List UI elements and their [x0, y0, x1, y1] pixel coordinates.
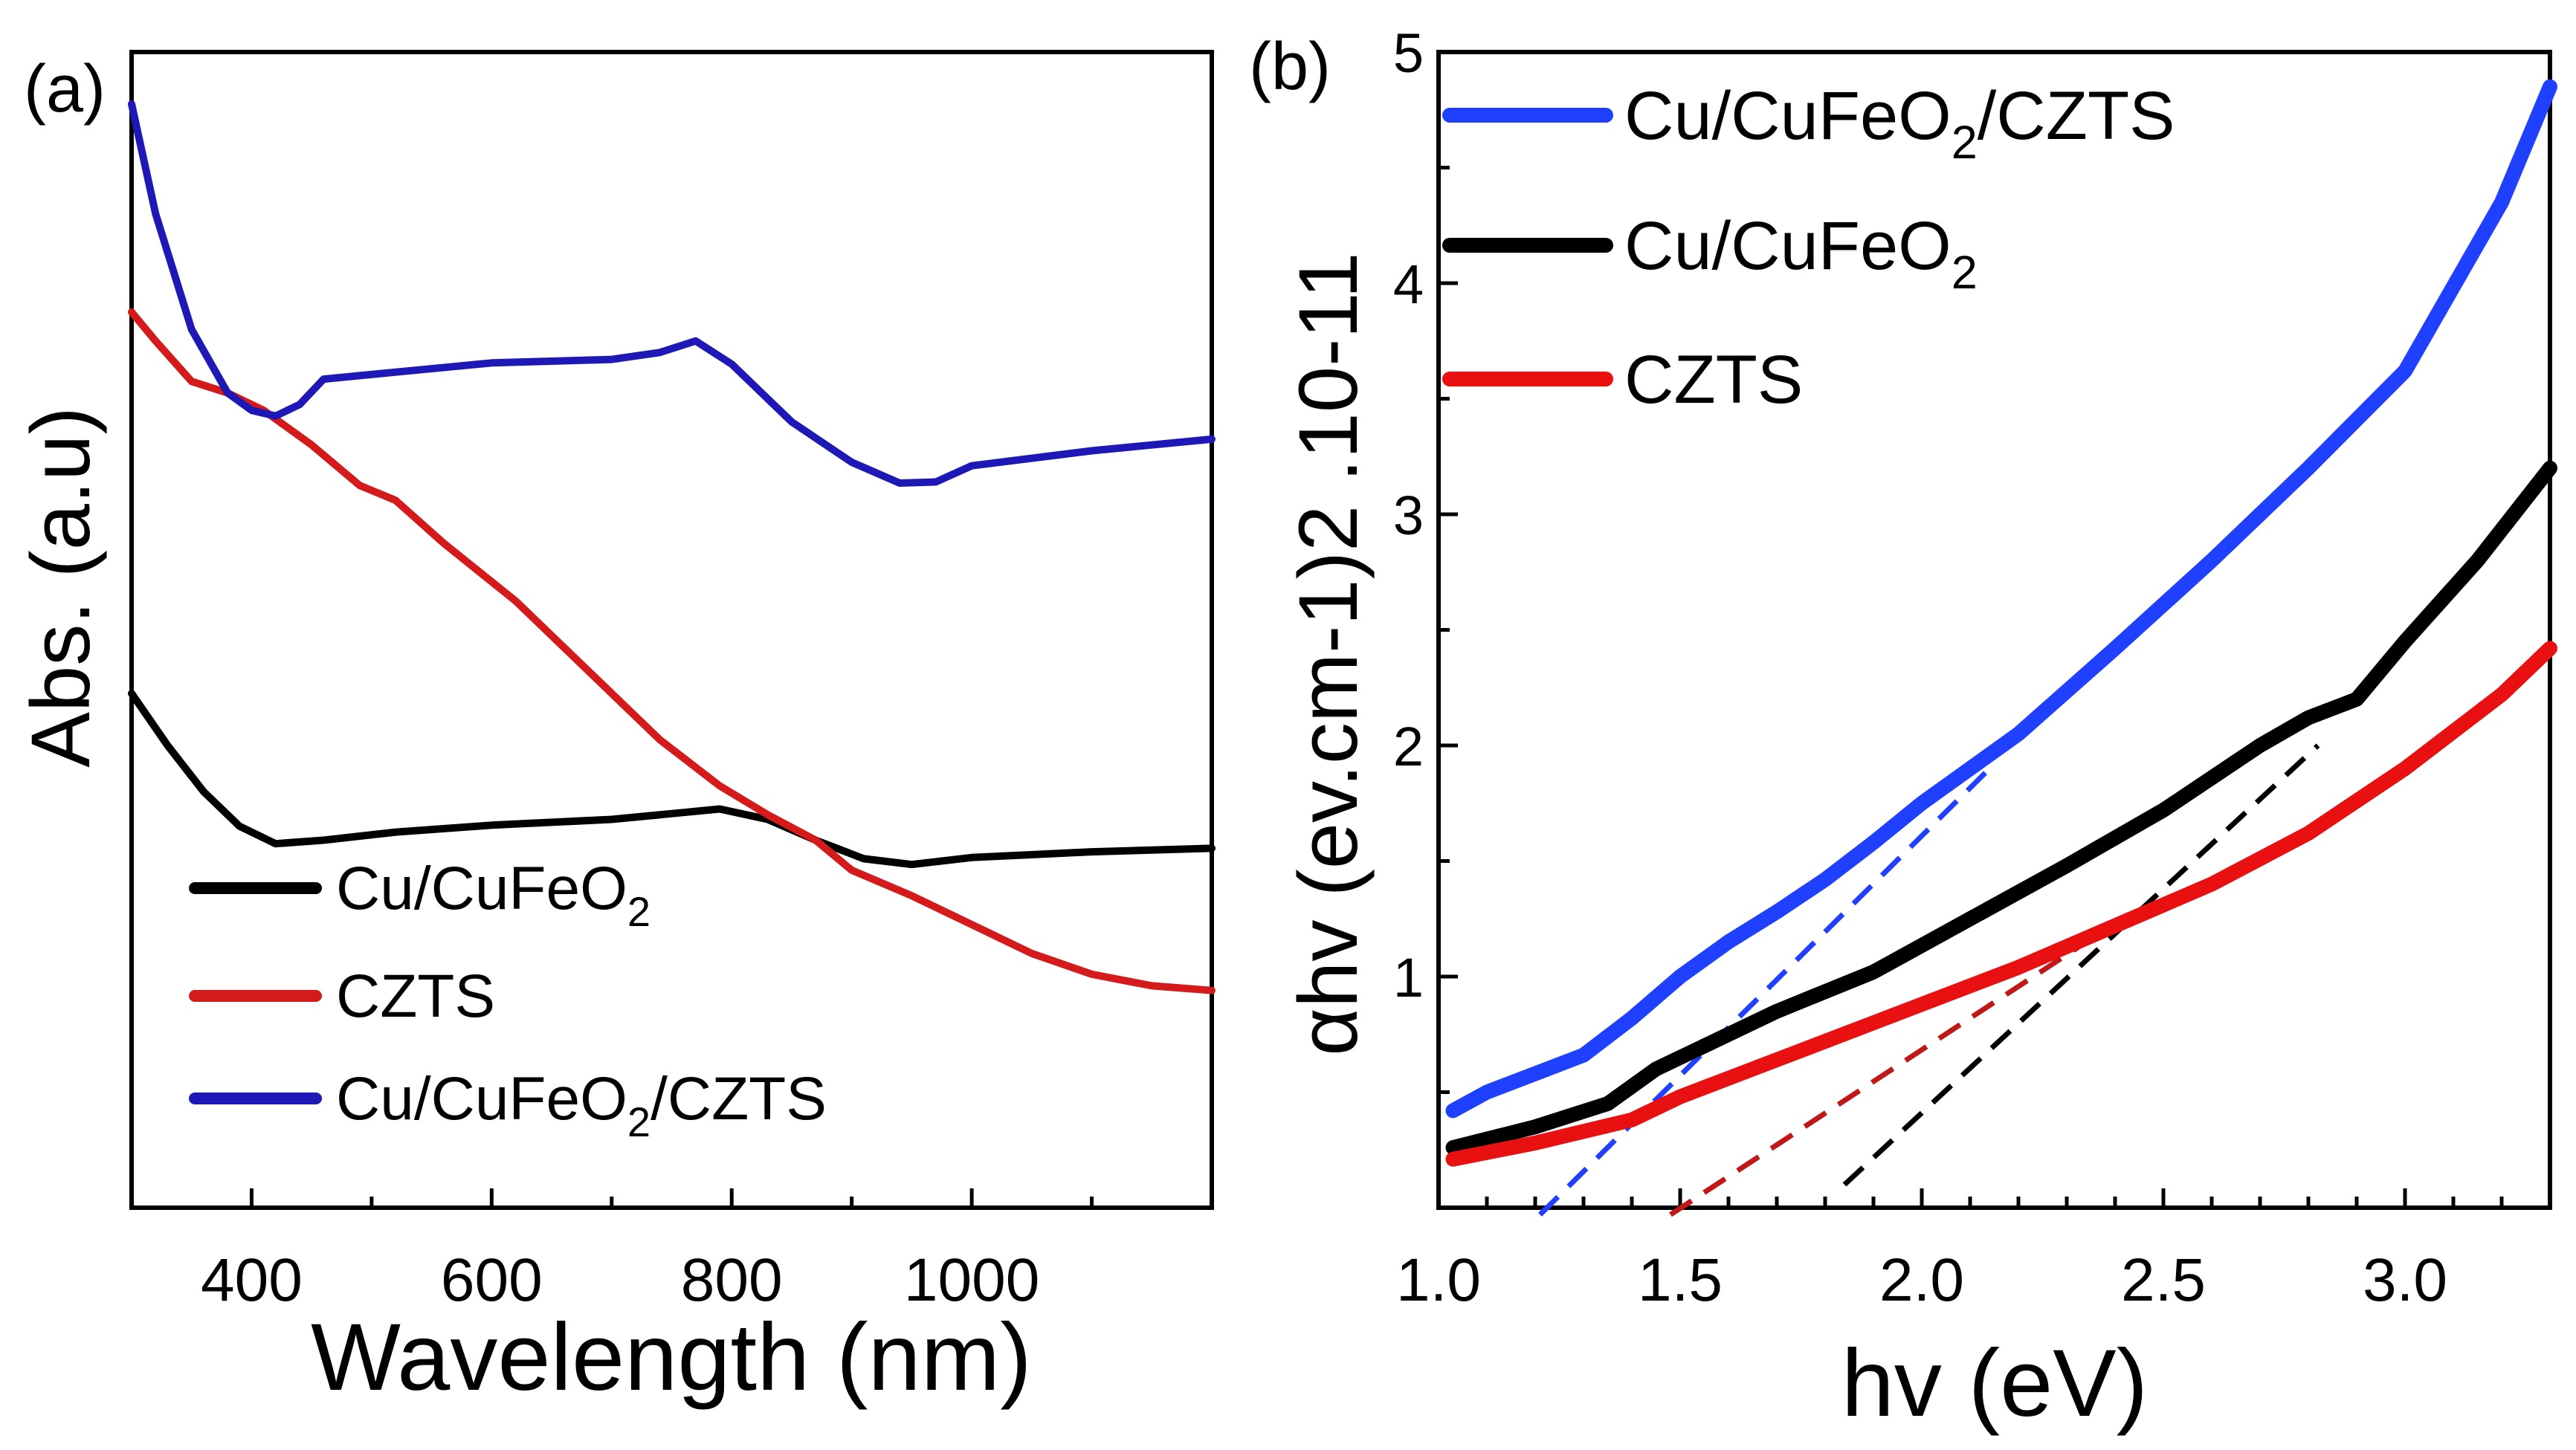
panel-a: (a) 400 600 800 1000 Wavelength (nm) Abs. (… — [14, 52, 1212, 1411]
panel-a-frame — [132, 52, 1212, 1208]
panel-a-legend: Cu/CuFeO2 CZTS Cu/CuFeO2/CZTS — [195, 855, 827, 1145]
panel-b-tangent-0 — [1540, 764, 1995, 1214]
panel-b-x-tick-label: 2.0 — [1879, 1246, 1964, 1314]
panel-b-legend: Cu/CuFeO2/CZTS Cu/CuFeO2 CZTS — [1450, 78, 2175, 418]
panel-b-x-tick-label: 1.5 — [1638, 1246, 1723, 1314]
panel-b-x-axis-label: hv (eV) — [1841, 1330, 2149, 1437]
panel-b-series-line-1 — [1453, 468, 2551, 1148]
panel-a-y-axis-label: Abs. (a.u) — [14, 407, 107, 768]
panel-b-y-tick-label: 5 — [1393, 22, 1424, 84]
panel-a-legend-label-0: Cu/CuFeO2 — [336, 855, 651, 935]
panel-b-legend-label-0: Cu/CuFeO2/CZTS — [1624, 78, 2175, 169]
panel-b-y-tick-label: 4 — [1393, 253, 1424, 315]
panel-b-tangent-lines — [1540, 745, 2319, 1214]
panel-a-x-axis-label: Wavelength (nm) — [311, 1304, 1032, 1411]
panel-b-y-tick-label: 1 — [1393, 947, 1424, 1009]
panel-a-series-line-2 — [132, 104, 1212, 483]
figure: (a) 400 600 800 1000 Wavelength (nm) Abs. (… — [0, 0, 2576, 1450]
panel-a-legend-label-1: CZTS — [336, 962, 495, 1030]
panel-a-series — [132, 104, 1212, 991]
panel-b-x-tick-label: 1.0 — [1396, 1246, 1481, 1314]
panel-a-x-ticks — [132, 1188, 1212, 1208]
panel-b-x-tick-label: 2.5 — [2121, 1246, 2206, 1314]
panel-b-y-tick-label: 3 — [1393, 485, 1424, 546]
panel-a-series-line-0 — [132, 693, 1212, 864]
panel-a-x-tick-label: 400 — [201, 1246, 303, 1314]
panel-b-legend-label-1: Cu/CuFeO2 — [1624, 208, 1978, 299]
panel-b-series — [1453, 87, 2551, 1159]
panel-b-y-tick-label: 2 — [1393, 716, 1424, 777]
panel-b-series-line-0 — [1453, 87, 2551, 1111]
panel-b: (b) 1.0 1.5 2.0 2.5 3.0 1 2 3 4 5 hv (eV) αhv (ev… — [1249, 22, 2550, 1437]
panel-b-legend-label-2: CZTS — [1624, 342, 1803, 418]
panel-b-y-axis-label: αhv (ev.cm-1)2 .10-11 — [1282, 252, 1375, 1055]
panel-b-label: (b) — [1249, 30, 1331, 104]
panel-a-legend-label-2: Cu/CuFeO2/CZTS — [336, 1065, 827, 1145]
panel-b-x-tick-label: 3.0 — [2363, 1246, 2447, 1314]
panel-a-label: (a) — [24, 52, 106, 126]
